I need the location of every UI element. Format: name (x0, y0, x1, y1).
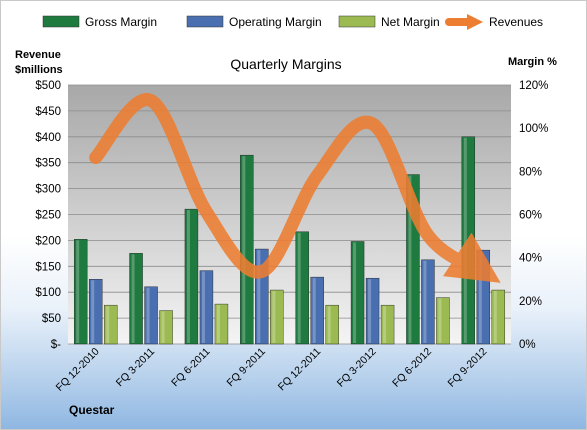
bar-series (73, 136, 506, 345)
bar-highlight (312, 278, 316, 343)
left-tick-label: $500 (35, 80, 61, 92)
net-margin-bar (491, 289, 506, 345)
x-tick-label: FQ 9-2011 (225, 346, 269, 390)
bar-highlight (201, 271, 205, 343)
right-tick-label: 60% (519, 210, 542, 222)
series-gross-margin (73, 136, 476, 345)
right-tick-label: 40% (519, 253, 542, 265)
left-tick-label: $- (51, 339, 61, 351)
chart-title: Quarterly Margins (230, 56, 341, 72)
gross-margin-bar (295, 231, 309, 345)
bar-highlight (161, 311, 165, 343)
legend: Gross Margin Operating Margin Net Margin Re… (42, 14, 543, 30)
left-axis-ticks: $- $50 $100 $150 $200 $250 $300 $350 $400 $450 $50… (35, 80, 61, 351)
legend-swatch (186, 15, 224, 28)
bar-highlight (438, 298, 442, 343)
bar-highlight (327, 306, 331, 343)
right-axis-ticks: 0% 20% 40% 60% 80% 100% 120% (519, 80, 548, 351)
operating-margin-bar (421, 259, 435, 345)
operating-margin-bar (199, 270, 214, 345)
bar-highlight (493, 291, 497, 343)
legend-item-revenues: Revenues (445, 14, 543, 30)
right-tick-label: 100% (519, 123, 548, 135)
right-tick-label: 120% (519, 80, 548, 92)
x-tick-label: FQ 9-2012 (445, 346, 489, 390)
bar-highlight (297, 232, 301, 343)
operating-margin-bar (88, 279, 103, 345)
net-margin-bar (436, 297, 450, 345)
gross-margin-bar (73, 239, 88, 345)
operating-margin-bar (365, 277, 380, 345)
net-margin-bar (270, 289, 284, 345)
x-axis-ticks: FQ 12-2010 FQ 3-2011 FQ 6-2011 FQ 9-2011 FQ … (54, 346, 490, 394)
bar-highlight (216, 305, 220, 343)
legend-label: Gross Margin (85, 15, 157, 29)
gross-margin-bar (184, 208, 199, 345)
bar-highlight (91, 280, 95, 343)
revenues-line (89, 93, 501, 283)
left-tick-label: $300 (35, 184, 61, 196)
left-tick-label: $200 (35, 235, 61, 247)
series-net-margin (103, 289, 506, 345)
operating-margin-bar (310, 276, 324, 345)
bar-highlight (146, 287, 150, 343)
left-axis-title-line2: $millions (15, 64, 63, 76)
bar-highlight (242, 156, 246, 343)
x-tick-label: FQ 3-2012 (335, 346, 379, 390)
net-margin-bar (214, 303, 229, 345)
legend-label: Net Margin (381, 15, 440, 29)
right-axis-title: Margin % (508, 56, 557, 68)
left-axis-title-line1: Revenue (15, 49, 61, 61)
gross-margin-bar (240, 154, 254, 345)
bar-highlight (353, 242, 357, 343)
x-tick-label: FQ 6-2012 (390, 346, 434, 390)
legend-item-net-margin: Net Margin (338, 15, 440, 29)
left-tick-label: $150 (35, 261, 61, 273)
x-tick-label: FQ 6-2011 (169, 346, 213, 390)
legend-label: Revenues (489, 15, 543, 29)
net-margin-bar (325, 304, 339, 345)
legend-label: Operating Margin (229, 15, 322, 29)
left-tick-label: $350 (35, 158, 61, 170)
bar-highlight (478, 251, 482, 343)
x-tick-label: FQ 12-2010 (54, 346, 102, 394)
net-margin-bar (380, 304, 395, 345)
gross-margin-bar (350, 241, 365, 345)
bar-highlight (463, 137, 467, 343)
right-tick-label: 0% (519, 339, 536, 351)
footer-label: Questar (69, 403, 115, 417)
x-tick-label: FQ 3-2011 (114, 346, 158, 390)
legend-swatch (338, 15, 376, 28)
left-tick-label: $50 (42, 313, 61, 325)
bar-highlight (368, 279, 372, 343)
left-tick-label: $100 (35, 287, 61, 299)
right-tick-label: 80% (519, 166, 542, 178)
net-margin-bar (103, 304, 118, 345)
bar-highlight (272, 291, 276, 343)
right-tick-label: 20% (519, 296, 542, 308)
bar-highlight (76, 240, 80, 343)
x-tick-label: FQ 12-2011 (276, 346, 324, 394)
bar-highlight (383, 306, 387, 343)
left-tick-label: $250 (35, 210, 61, 222)
operating-margin-bar (144, 286, 158, 345)
left-tick-label: $450 (35, 106, 61, 118)
legend-item-gross-margin: Gross Margin (42, 15, 157, 29)
bar-highlight (408, 175, 412, 343)
net-margin-bar (159, 310, 173, 345)
bar-highlight (131, 254, 135, 343)
bar-highlight (257, 250, 261, 343)
revenue-line-layer (89, 93, 501, 283)
bar-highlight (106, 306, 110, 343)
legend-arrow (467, 14, 483, 30)
bar-highlight (423, 260, 427, 343)
left-tick-label: $400 (35, 132, 61, 144)
gross-margin-bar (461, 136, 476, 345)
bar-highlight (186, 210, 190, 343)
legend-item-operating-margin: Operating Margin (186, 15, 322, 29)
gross-margin-bar (129, 253, 143, 345)
legend-swatch (42, 15, 80, 28)
